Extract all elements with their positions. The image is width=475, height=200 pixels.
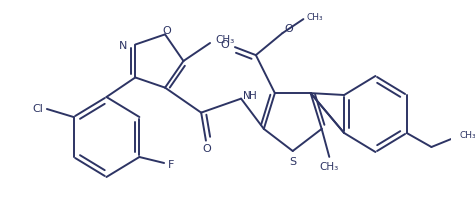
Text: O: O [220, 40, 229, 50]
Text: O: O [202, 143, 211, 153]
Text: N: N [243, 90, 251, 100]
Text: O: O [285, 24, 293, 34]
Text: F: F [168, 159, 174, 169]
Text: H: H [249, 90, 256, 100]
Text: Cl: Cl [32, 103, 43, 113]
Text: S: S [289, 156, 296, 166]
Text: CH₃: CH₃ [216, 35, 235, 45]
Text: CH₃: CH₃ [460, 131, 475, 140]
Text: CH₃: CH₃ [306, 13, 323, 22]
Text: O: O [162, 26, 171, 36]
Text: CH₃: CH₃ [320, 161, 339, 171]
Text: N: N [119, 40, 128, 50]
